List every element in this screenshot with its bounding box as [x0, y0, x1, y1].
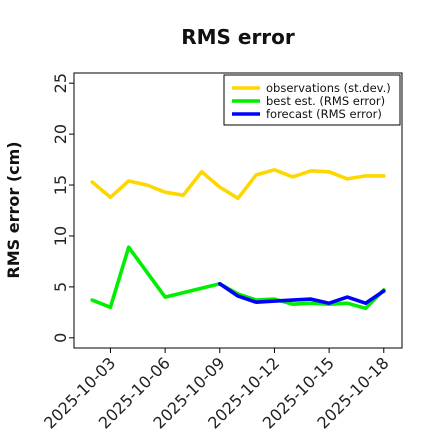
series-line-1: [90, 168, 386, 201]
legend-label: forecast (RMS error): [266, 107, 382, 121]
legend-label: best est. (RMS error): [266, 94, 385, 108]
y-tick-label: 25: [51, 73, 70, 93]
series-lines: [90, 168, 386, 311]
y-tick-label: 15: [51, 175, 70, 195]
legend-label: observations (st.dev.): [266, 81, 391, 95]
series-line-3: [218, 281, 386, 306]
y-tick-label: 20: [51, 124, 70, 144]
legend: observations (st.dev.)best est. (RMS err…: [223, 74, 401, 126]
chart-title: RMS error: [181, 25, 295, 49]
y-tick-label: 10: [51, 226, 70, 246]
series-line-2: [90, 245, 386, 311]
y-axis-label: RMS error (cm): [4, 141, 23, 278]
y-tick-label: 0: [51, 333, 70, 343]
y-tick-label: 5: [51, 282, 70, 292]
